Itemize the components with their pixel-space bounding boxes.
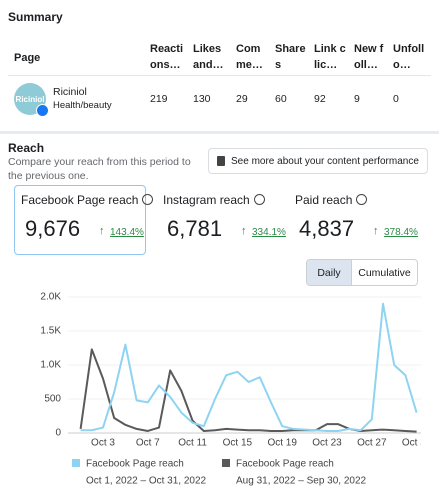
legend-swatch (222, 459, 230, 467)
card-label-text: Instagram reach (163, 193, 250, 207)
series-line (79, 348, 417, 433)
card-label-text: Facebook Page reach (21, 193, 139, 207)
card-label: Instagram reach (163, 193, 265, 207)
arrow-icon: ↑ (241, 225, 247, 237)
table-cell: 92 (314, 93, 326, 105)
legend-period: Oct 1, 2022 – Oct 31, 2022 (86, 476, 207, 487)
card-change: 378.4% (384, 227, 418, 238)
button-label: See more about your content performance (231, 155, 419, 167)
facebook-badge (36, 104, 49, 117)
card-label-text: Paid reach (295, 193, 353, 207)
y-tick-label: 500 (44, 394, 61, 405)
y-tick-label: 1.5K (40, 326, 61, 337)
legend-label: Facebook Page reach (86, 459, 184, 470)
info-icon[interactable] (142, 194, 154, 205)
info-icon[interactable] (253, 194, 265, 205)
x-tick-label: Oct 23 (312, 438, 342, 449)
table-cell: 29 (236, 93, 248, 105)
toggle-option[interactable]: Cumulative (358, 266, 411, 279)
x-tick-label: Oct 3 (91, 438, 115, 449)
button[interactable]: See more about your content performance (208, 148, 428, 174)
y-tick-label: 0 (55, 428, 61, 439)
card-value: 6,781 (167, 216, 223, 241)
separator (0, 131, 439, 134)
legend-label: Facebook Page reach (236, 459, 334, 470)
column-header[interactable]: Page (14, 52, 41, 64)
card-label: Facebook Page reach (21, 193, 154, 207)
legend-swatch (72, 459, 80, 467)
arrow-icon: ↑ (99, 225, 105, 237)
toggle: Daily Cumulative (306, 259, 418, 286)
metric-card[interactable]: Paid reach 4,837 ↑ 378.4% (288, 185, 420, 255)
x-tick-label: Oct 31 (402, 438, 432, 449)
card-value: 4,837 (299, 216, 355, 241)
page-name[interactable]: Riciniol (53, 86, 87, 98)
icon (217, 156, 225, 166)
column-header[interactable]: Comme… (236, 43, 263, 71)
card-value: 9,676 (25, 216, 81, 241)
table-cell: 60 (275, 93, 287, 105)
x-tick-label: Oct 7 (136, 438, 160, 449)
column-header[interactable]: Likes and… (193, 43, 224, 71)
column-header[interactable]: Link clic… (314, 43, 346, 71)
subtitle: Compare your reach from this period to t… (8, 156, 191, 182)
y-tick-label: 2.0K (40, 292, 61, 303)
page-category: Health/beauty (53, 100, 112, 111)
table-cell: 9 (354, 93, 360, 105)
column-header[interactable]: Shares (275, 43, 306, 71)
card-change: 334.1% (252, 227, 286, 238)
x-tick-label: Oct 19 (267, 438, 297, 449)
info-icon[interactable] (356, 194, 368, 205)
metric-card[interactable]: Instagram reach 6,781 ↑ 334.1% (156, 185, 286, 255)
x-tick-label: Oct 27 (357, 438, 387, 449)
metric-card[interactable]: Facebook Page reach 9,676 ↑ 143.4% (14, 185, 154, 255)
table-cell: 0 (393, 93, 399, 105)
series-line (80, 302, 418, 432)
column-header[interactable]: New foll… (354, 43, 384, 71)
divider (8, 75, 431, 76)
column-header[interactable]: Unfollo… (393, 43, 425, 71)
table-cell: 219 (150, 93, 168, 105)
x-tick-label: Oct 11 (178, 438, 207, 449)
table-cell: 130 (193, 93, 211, 105)
section-title: Summary (8, 10, 63, 24)
column-header[interactable]: Reactions… (150, 43, 184, 71)
x-tick-label: Oct 15 (223, 438, 253, 449)
card-change: 143.4% (110, 227, 144, 238)
y-tick-label: 1.0K (40, 360, 61, 371)
legend-period: Aug 31, 2022 – Sep 30, 2022 (236, 476, 367, 487)
section-title: Reach (8, 141, 45, 155)
card-label: Paid reach (295, 193, 368, 207)
arrow-icon: ↑ (373, 225, 379, 237)
toggle-option[interactable]: Daily (307, 260, 352, 285)
